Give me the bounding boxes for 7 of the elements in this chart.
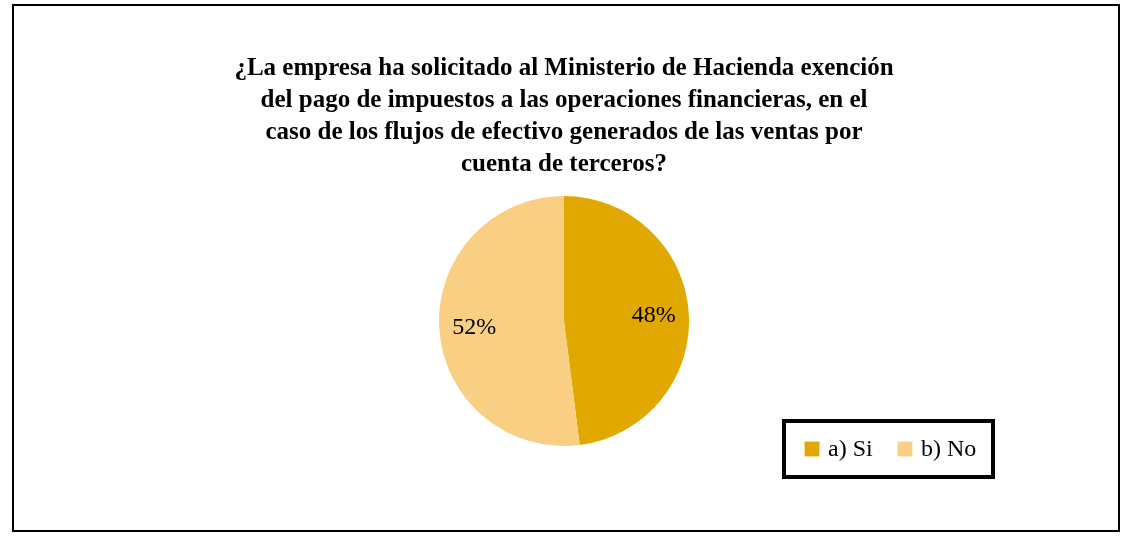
pie-slice xyxy=(564,196,689,446)
chart-title: ¿La empresa ha solicitado al Ministerio de Hacienda exención del pago de impuestos a las operaciones financieras, en el caso de los flujos de efectivo generados de las ventas por cuenta de terceros? xyxy=(234,53,894,176)
data-label: 52% xyxy=(452,312,497,339)
legend-label: a) Si xyxy=(828,435,873,461)
pie-slice xyxy=(439,196,580,446)
legend-label: b) No xyxy=(921,435,977,461)
data-label: 48% xyxy=(631,301,676,328)
